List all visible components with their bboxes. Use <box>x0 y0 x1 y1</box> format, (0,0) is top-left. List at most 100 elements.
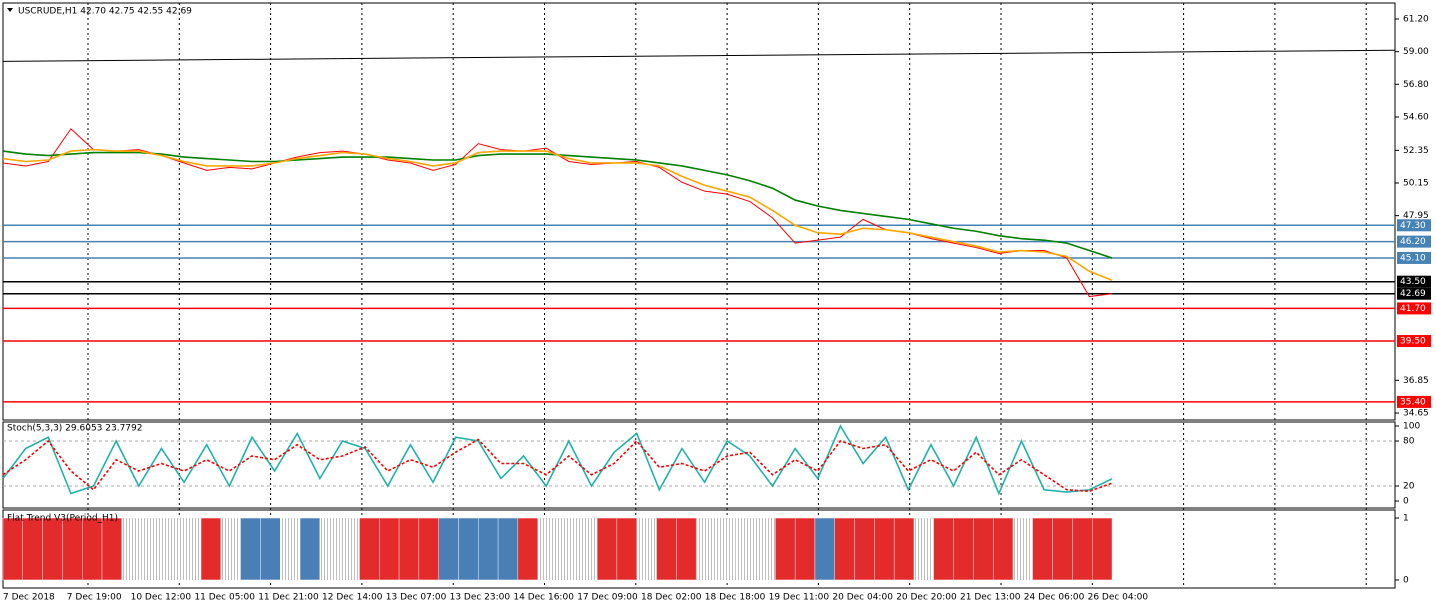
x-tick-label: 7 Dec 19:00 <box>67 593 122 603</box>
level-tag <box>1397 219 1431 232</box>
trend-bar <box>735 518 756 580</box>
y-tick-label: 59.00 <box>1403 47 1429 57</box>
plot-layer: 61.20 59.00 56.80 54.60 52.35 50.15 47.95 36.85… <box>2 15 1431 603</box>
trend-bar <box>141 518 162 580</box>
level-label: 42.69 <box>1400 289 1426 299</box>
vertical-grid <box>87 3 1367 588</box>
trend-bar <box>1052 517 1073 581</box>
trend-bar <box>715 518 736 580</box>
trend-bar <box>775 517 796 581</box>
x-tick-label: 17 Dec 09:00 <box>577 593 638 603</box>
trend-bar <box>181 518 202 580</box>
trend-title: Flat Trend V3(Period_H1) <box>7 514 118 524</box>
trend-bar <box>537 518 558 580</box>
trend-bar <box>200 517 222 581</box>
level-tag <box>1397 235 1431 248</box>
y-tick-label: 50.15 <box>1403 179 1429 189</box>
trend-bar <box>62 517 83 581</box>
stoch-panel <box>2 421 1396 509</box>
level-label: 45.10 <box>1400 253 1426 263</box>
series-line <box>2 424 1113 496</box>
trend-bar <box>1072 517 1093 581</box>
trend-bar <box>240 517 261 581</box>
price-panel <box>2 2 1396 421</box>
series-line <box>2 148 1113 281</box>
trend-bar <box>260 517 281 581</box>
trend-bar <box>913 518 934 580</box>
trend-bar <box>379 517 400 581</box>
trend-bar <box>973 517 994 581</box>
trend-bar <box>478 517 499 581</box>
trend-bar <box>22 517 43 581</box>
trend-bar <box>893 517 915 581</box>
x-tick-label: 11 Dec 05:00 <box>194 593 255 603</box>
series-line <box>2 438 1113 493</box>
x-tick-label: 20 Dec 04:00 <box>832 593 893 603</box>
y-tick-label: 47.95 <box>1403 211 1429 221</box>
x-tick-label: 11 Dec 21:00 <box>258 593 319 603</box>
trend-bar <box>616 517 637 581</box>
trend-bar <box>854 517 875 581</box>
trend-bar <box>398 517 420 581</box>
y-tick-label: 0 <box>1403 575 1409 585</box>
y-tick-label: 56.80 <box>1403 80 1429 90</box>
y-tick-label: 54.60 <box>1403 112 1429 122</box>
trend-bar <box>696 518 716 580</box>
y-tick-label: 34.65 <box>1403 409 1429 419</box>
trend-bar <box>1091 517 1113 581</box>
trend-line <box>2 49 1396 62</box>
trend-bar <box>359 517 380 581</box>
level-tag <box>1397 287 1431 300</box>
trend-bar <box>1012 518 1033 580</box>
x-tick-label: 26 Dec 04:00 <box>1088 593 1149 603</box>
trend-bar <box>319 518 340 580</box>
y-tick-label: 36.85 <box>1403 376 1429 386</box>
level-label: 47.30 <box>1400 221 1426 231</box>
trend-bar <box>220 518 241 580</box>
x-tick-label: 13 Dec 23:00 <box>450 593 511 603</box>
x-tick-label: 10 Dec 12:00 <box>131 593 192 603</box>
stoch-title: Stoch(5,3,3) 29.6053 23.7792 <box>7 424 142 434</box>
level-tag <box>1397 395 1431 408</box>
y-tick-label: 20 <box>1403 482 1415 492</box>
trend-bar <box>339 518 360 580</box>
trend-bar <box>814 517 835 581</box>
trend-bar <box>280 518 301 580</box>
x-tick-label: 12 Dec 14:00 <box>322 593 383 603</box>
y-tick-label: 80 <box>1403 436 1415 446</box>
level-label: 35.40 <box>1400 397 1426 407</box>
chart-title: USCRUDE,H1 42.70 42.75 42.55 42.69 <box>18 7 192 17</box>
level-label: 43.50 <box>1400 277 1426 287</box>
trend-bar <box>992 517 1014 581</box>
y-tick-label: 0 <box>1403 497 1409 507</box>
trend-bar <box>517 517 538 581</box>
trend-bar <box>101 517 123 581</box>
trend-bar <box>2 517 24 581</box>
trend-bar <box>161 518 182 580</box>
trend-bar <box>874 517 895 581</box>
trend-bar <box>42 517 63 581</box>
trend-bar <box>577 518 598 580</box>
level-label: 39.50 <box>1400 337 1426 347</box>
x-tick-label: 18 Dec 18:00 <box>705 593 766 603</box>
y-tick-label: 100 <box>1403 421 1420 431</box>
level-label: 41.70 <box>1400 304 1426 314</box>
y-tick-label: 52.35 <box>1403 146 1429 156</box>
level-tag <box>1397 275 1431 288</box>
trend-bar <box>636 518 657 580</box>
level-tag <box>1397 251 1431 264</box>
level-label: 46.20 <box>1400 237 1426 247</box>
x-tick-label: 21 Dec 13:00 <box>960 593 1021 603</box>
trend-bar <box>834 517 855 581</box>
y-tick-label: 1 <box>1403 514 1409 524</box>
x-tick-label: 18 Dec 02:00 <box>641 593 702 603</box>
trend-bar <box>676 517 697 581</box>
trend-bar <box>933 517 954 581</box>
trend-bar <box>755 518 776 580</box>
x-tick-label: 13 Dec 07:00 <box>386 593 447 603</box>
menu-arrow[interactable] <box>7 8 13 12</box>
trend-bar <box>953 517 974 581</box>
x-tick-label: 7 Dec 2018 <box>3 593 55 603</box>
trend-bar <box>418 517 439 581</box>
